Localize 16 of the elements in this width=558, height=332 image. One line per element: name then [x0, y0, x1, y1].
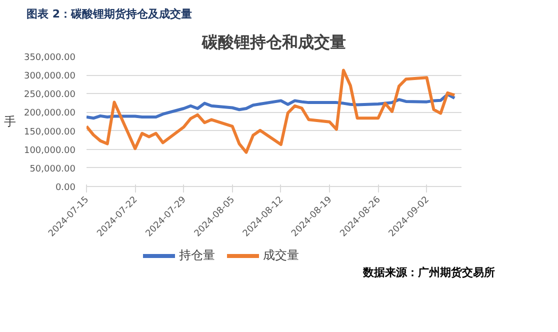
- y-tick-label: 150,000.00: [24, 127, 76, 138]
- line-series: [86, 68, 456, 154]
- y-tick-label: 300,000.00: [24, 72, 76, 82]
- y-tick-label: 0.00: [55, 183, 76, 193]
- y-axis-title: 手: [4, 114, 16, 128]
- source-note: 数据来源：广州期货交易所: [363, 265, 495, 281]
- y-tick-label: 350,000.00: [24, 53, 76, 63]
- y-tick-label: 50,000.00: [30, 164, 76, 174]
- y-tick-label: 250,000.00: [24, 90, 76, 100]
- line-series: [86, 92, 456, 120]
- y-tick-label: 100,000.00: [24, 146, 76, 156]
- y-tick-label: 200,000.00: [24, 108, 76, 119]
- chart-subtitle: 图表 2：碳酸锂期货持仓及成交量: [26, 8, 192, 20]
- legend-label: 持仓量: [179, 248, 215, 262]
- legend-label: 成交量: [263, 248, 299, 262]
- chart-title: 碳酸锂持仓和成交量: [201, 32, 346, 52]
